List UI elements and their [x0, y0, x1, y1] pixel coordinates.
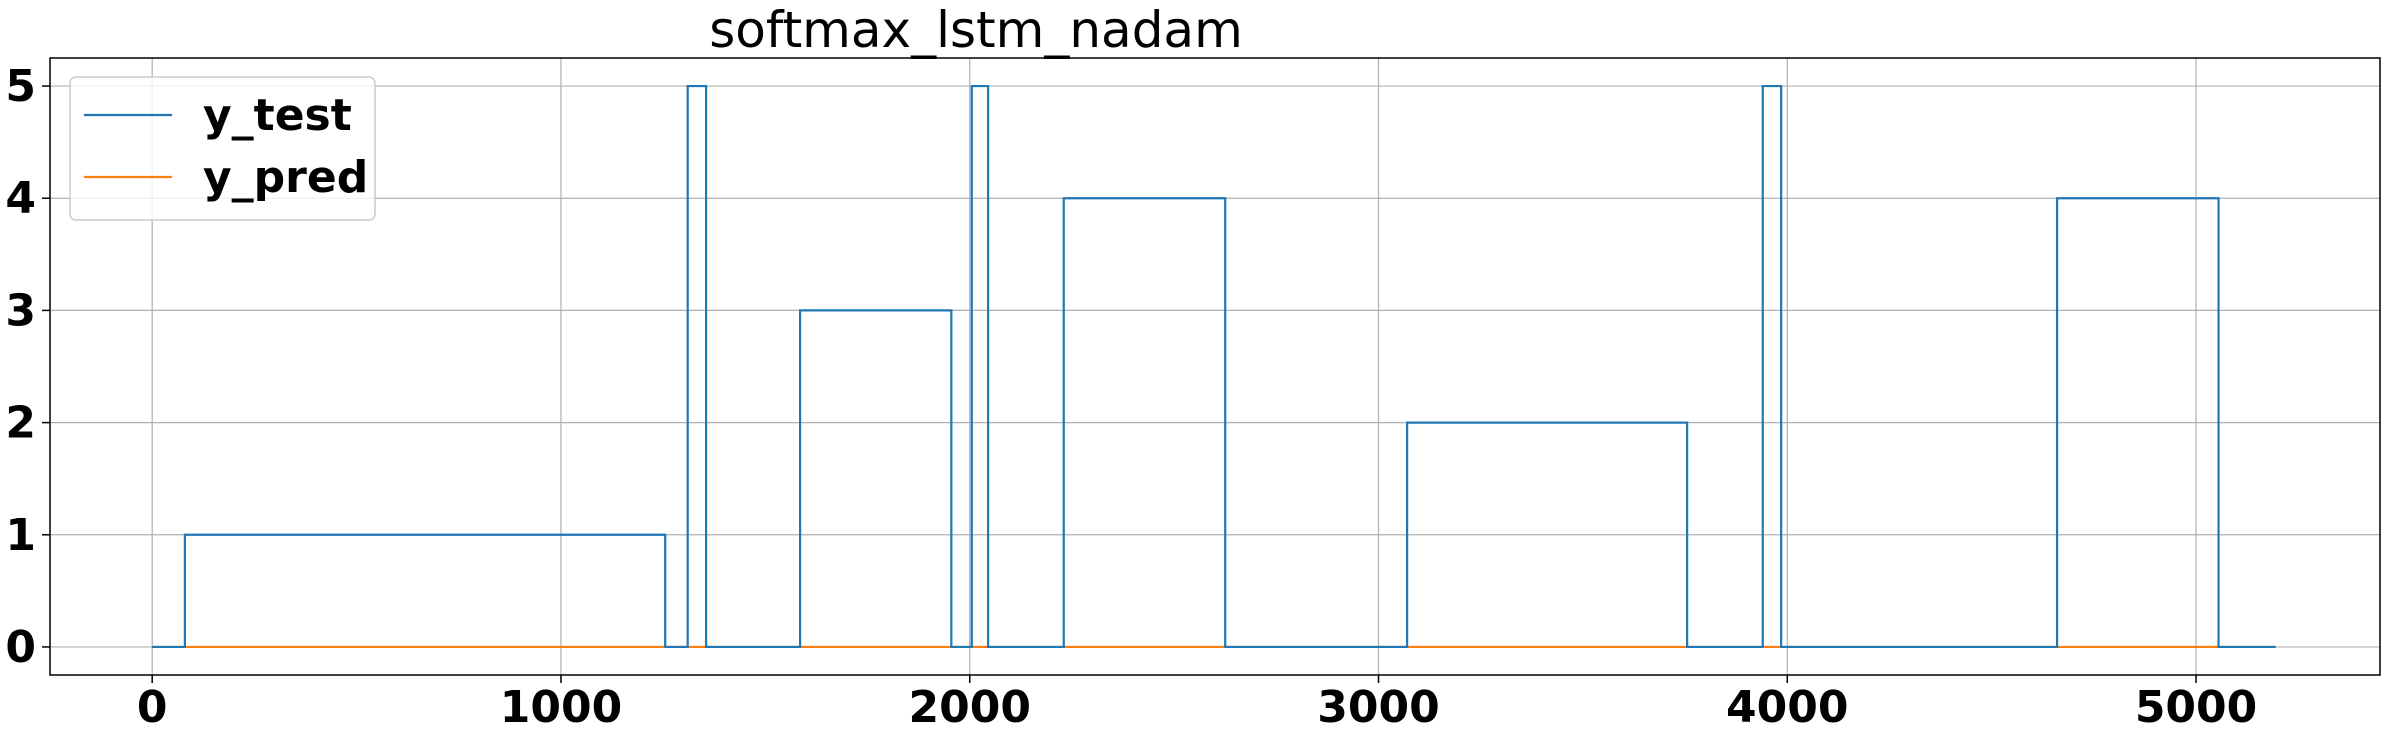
grid: [50, 58, 2380, 675]
y-tick-label: 0: [5, 622, 36, 673]
y-tick-label: 4: [5, 173, 36, 224]
legend-label-y-pred: y_pred: [203, 152, 368, 203]
y-tick-label: 5: [5, 61, 36, 112]
x-tick-label: 2000: [909, 682, 1031, 733]
axis-ticks: 0 1000 2000 3000 4000 5000 0 1 2 3 4 5: [5, 61, 2257, 733]
x-tick-label: 5000: [2135, 682, 2257, 733]
legend-box: [69, 76, 376, 221]
x-tick-label: 4000: [1726, 682, 1848, 733]
x-tick-label: 0: [137, 682, 168, 733]
chart-title: softmax_lstm_nadam: [709, 1, 1243, 59]
legend-label-y-test: y_test: [203, 90, 352, 141]
x-tick-label: 1000: [500, 682, 622, 733]
x-tick-label: 3000: [1317, 682, 1439, 733]
legend: y_test y_pred: [69, 76, 376, 221]
y-tick-label: 3: [5, 285, 36, 336]
axes-frame: [49, 57, 2381, 676]
y-tick-label: 2: [5, 398, 36, 449]
series-line-y-test: [152, 84, 2276, 649]
series-group: [152, 84, 2276, 649]
y-tick-label: 1: [5, 510, 36, 561]
